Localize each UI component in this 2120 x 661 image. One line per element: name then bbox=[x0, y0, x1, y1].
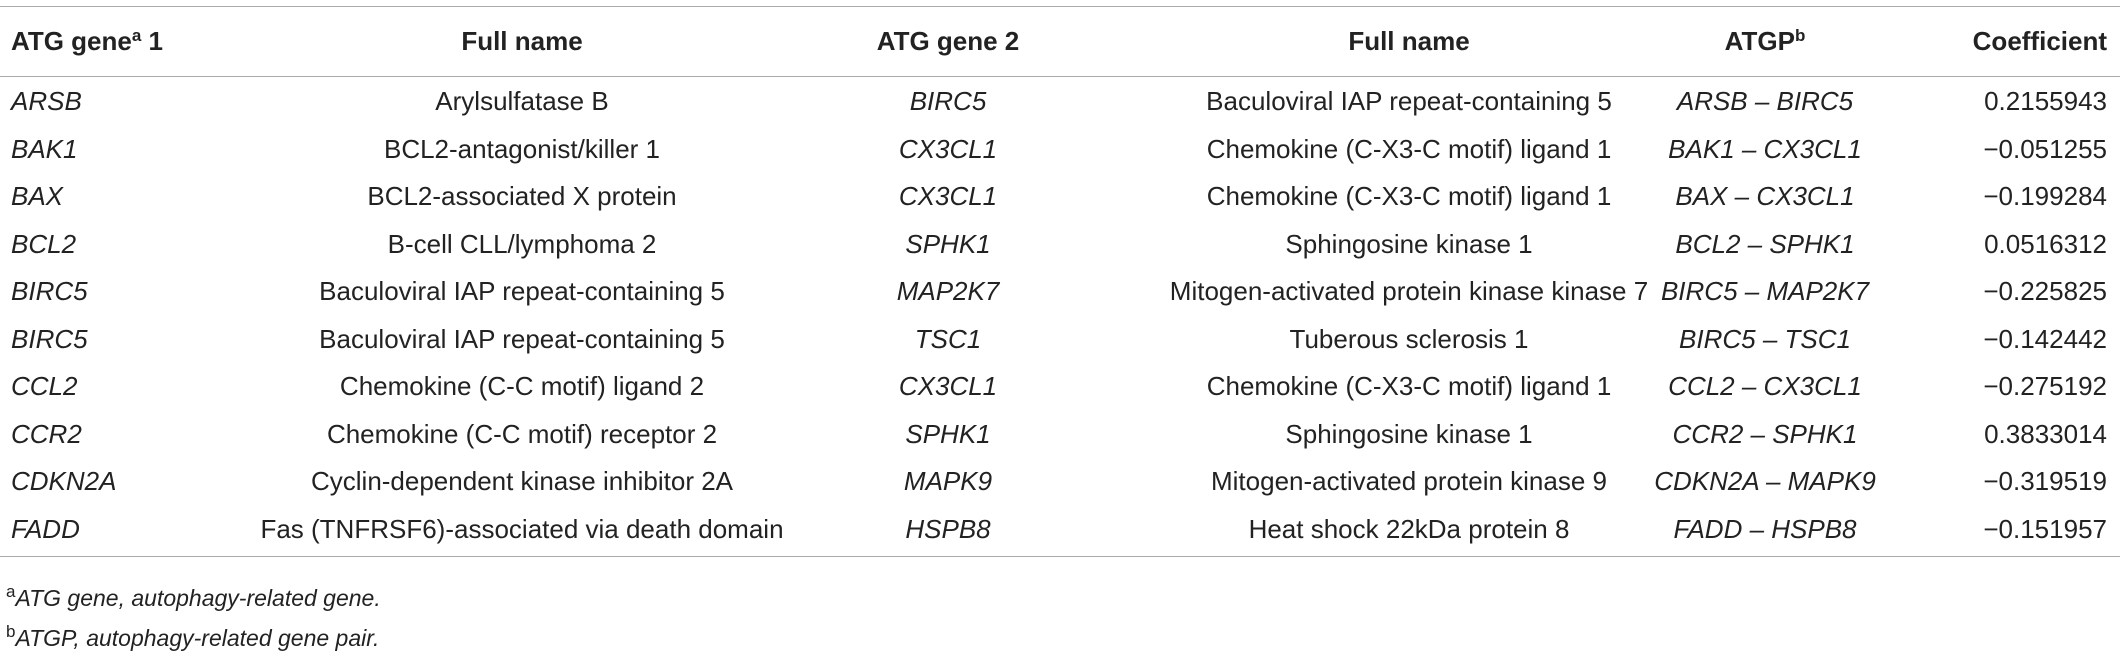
column-header: Coefficient bbox=[1973, 26, 2107, 56]
bottom-rule bbox=[0, 556, 2120, 557]
header-text: Full name bbox=[461, 26, 583, 56]
header-text: Full name bbox=[1348, 26, 1470, 56]
footnote-text: ATGP, autophagy-related gene pair. bbox=[15, 625, 380, 651]
table-cell: SPHK1 bbox=[905, 228, 991, 259]
table-cell: 0.0516312 bbox=[1984, 228, 2107, 259]
table-cell: SPHK1 bbox=[905, 418, 991, 449]
table-cell: Mitogen-activated protein kinase 9 bbox=[1210, 466, 1608, 496]
table-cell: BCL2 bbox=[11, 228, 77, 259]
table-cell: −0.151957 bbox=[1983, 513, 2107, 544]
table-cell: CX3CL1 bbox=[898, 181, 998, 211]
table-cell: BCL2-antagonist/killer 1 bbox=[383, 133, 661, 164]
table-cell: BCL2-associated X protein bbox=[367, 181, 677, 211]
table-cell: CX3CL1 bbox=[898, 371, 998, 401]
footnote-text: ATG gene, autophagy-related gene. bbox=[15, 585, 381, 611]
table-cell: BAK1 bbox=[11, 133, 78, 164]
table-cell: Baculoviral IAP repeat-containing 5 bbox=[319, 276, 725, 306]
table-cell: BIRC5 bbox=[909, 86, 987, 116]
column-header: Full name bbox=[1348, 26, 1469, 56]
table-cell: ARSB bbox=[11, 86, 82, 116]
table-cell: 0.2155943 bbox=[1984, 86, 2107, 116]
table-cell: Tuberous sclerosis 1 bbox=[1289, 323, 1529, 354]
table-cell: Sphingosine kinase 1 bbox=[1285, 228, 1533, 259]
table-cell: BIRC5 – TSC1 bbox=[1679, 323, 1851, 354]
footnote-mark: a bbox=[6, 582, 16, 601]
header-text: ATG gene 2 bbox=[876, 26, 1020, 56]
table-cell: CDKN2A bbox=[11, 466, 117, 496]
table-cell: BCL2 – SPHK1 bbox=[1675, 228, 1855, 259]
table-cell: −0.319519 bbox=[1983, 466, 2107, 496]
table-cell: B-cell CLL/lymphoma 2 bbox=[387, 228, 657, 259]
table-cell: BAK1 – CX3CL1 bbox=[1668, 133, 1862, 164]
footnote: bATGP, autophagy-related gene pair. bbox=[6, 622, 380, 652]
table-cell: 0.3833014 bbox=[1984, 418, 2107, 449]
table-cell: Baculoviral IAP repeat-containing 5 bbox=[1206, 86, 1612, 116]
table-cell: MAP2K7 bbox=[896, 276, 1000, 306]
table-cell: Chemokine (C-C motif) ligand 2 bbox=[339, 371, 705, 401]
table-cell: Mitogen-activated protein kinase kinase … bbox=[1169, 276, 1649, 306]
footnote-mark: b bbox=[6, 622, 16, 641]
table-cell: FADD – HSPB8 bbox=[1673, 513, 1857, 544]
table-cell: Cyclin-dependent kinase inhibitor 2A bbox=[310, 466, 734, 496]
table-cell: FADD bbox=[11, 513, 80, 544]
table-cell: CCL2 bbox=[11, 371, 78, 401]
footnote-mark: b bbox=[1794, 26, 1806, 45]
table-cell: BAX bbox=[11, 181, 64, 211]
table-cell: MAPK9 bbox=[903, 466, 993, 496]
column-header: ATG genea 1 bbox=[11, 26, 163, 56]
table-cell: BAX – CX3CL1 bbox=[1675, 181, 1855, 211]
table-cell: CCL2 – CX3CL1 bbox=[1668, 371, 1862, 401]
column-header: ATGPb bbox=[1725, 26, 1806, 56]
table-cell: Chemokine (C-C motif) receptor 2 bbox=[326, 418, 718, 449]
table-cell: HSPB8 bbox=[905, 513, 991, 544]
footnote: aATG gene, autophagy-related gene. bbox=[6, 582, 381, 612]
table-cell: CX3CL1 bbox=[898, 133, 998, 164]
table-cell: TSC1 bbox=[914, 323, 982, 354]
header-text: Coefficient bbox=[1972, 26, 2107, 56]
table-cell: −0.225825 bbox=[1983, 276, 2107, 306]
table-cell: BIRC5 – MAP2K7 bbox=[1660, 276, 1870, 306]
table-cell: CCR2 – SPHK1 bbox=[1672, 418, 1858, 449]
table-cell: BIRC5 bbox=[11, 323, 88, 354]
table-cell: −0.199284 bbox=[1983, 181, 2107, 211]
table-cell: CCR2 bbox=[11, 418, 82, 449]
table-cell: Heat shock 22kDa protein 8 bbox=[1248, 513, 1570, 544]
table-cell: Arylsulfatase B bbox=[435, 86, 609, 116]
column-header: Full name bbox=[461, 26, 582, 56]
table-cell: BIRC5 bbox=[11, 276, 88, 306]
header-rule bbox=[0, 76, 2120, 77]
top-rule bbox=[0, 6, 2120, 7]
table-cell: Sphingosine kinase 1 bbox=[1285, 418, 1533, 449]
table-cell: −0.275192 bbox=[1983, 371, 2107, 401]
table-cell: −0.142442 bbox=[1983, 323, 2107, 354]
table-cell: Chemokine (C-X3-C motif) ligand 1 bbox=[1206, 133, 1612, 164]
table-cell: Chemokine (C-X3-C motif) ligand 1 bbox=[1206, 181, 1612, 211]
table-cell: ARSB – BIRC5 bbox=[1676, 86, 1854, 116]
table-cell: −0.051255 bbox=[1983, 133, 2107, 164]
header-text: ATG gene bbox=[11, 26, 132, 56]
table-cell: CDKN2A – MAPK9 bbox=[1654, 466, 1876, 496]
header-text: ATGP bbox=[1724, 26, 1795, 56]
header-text: 1 bbox=[141, 26, 164, 56]
table-cell: Fas (TNFRSF6)-associated via death domai… bbox=[260, 513, 784, 544]
footnote-mark: a bbox=[131, 26, 142, 45]
column-header: ATG gene 2 bbox=[877, 26, 1020, 56]
table-cell: Chemokine (C-X3-C motif) ligand 1 bbox=[1206, 371, 1612, 401]
table-cell: Baculoviral IAP repeat-containing 5 bbox=[319, 323, 725, 354]
